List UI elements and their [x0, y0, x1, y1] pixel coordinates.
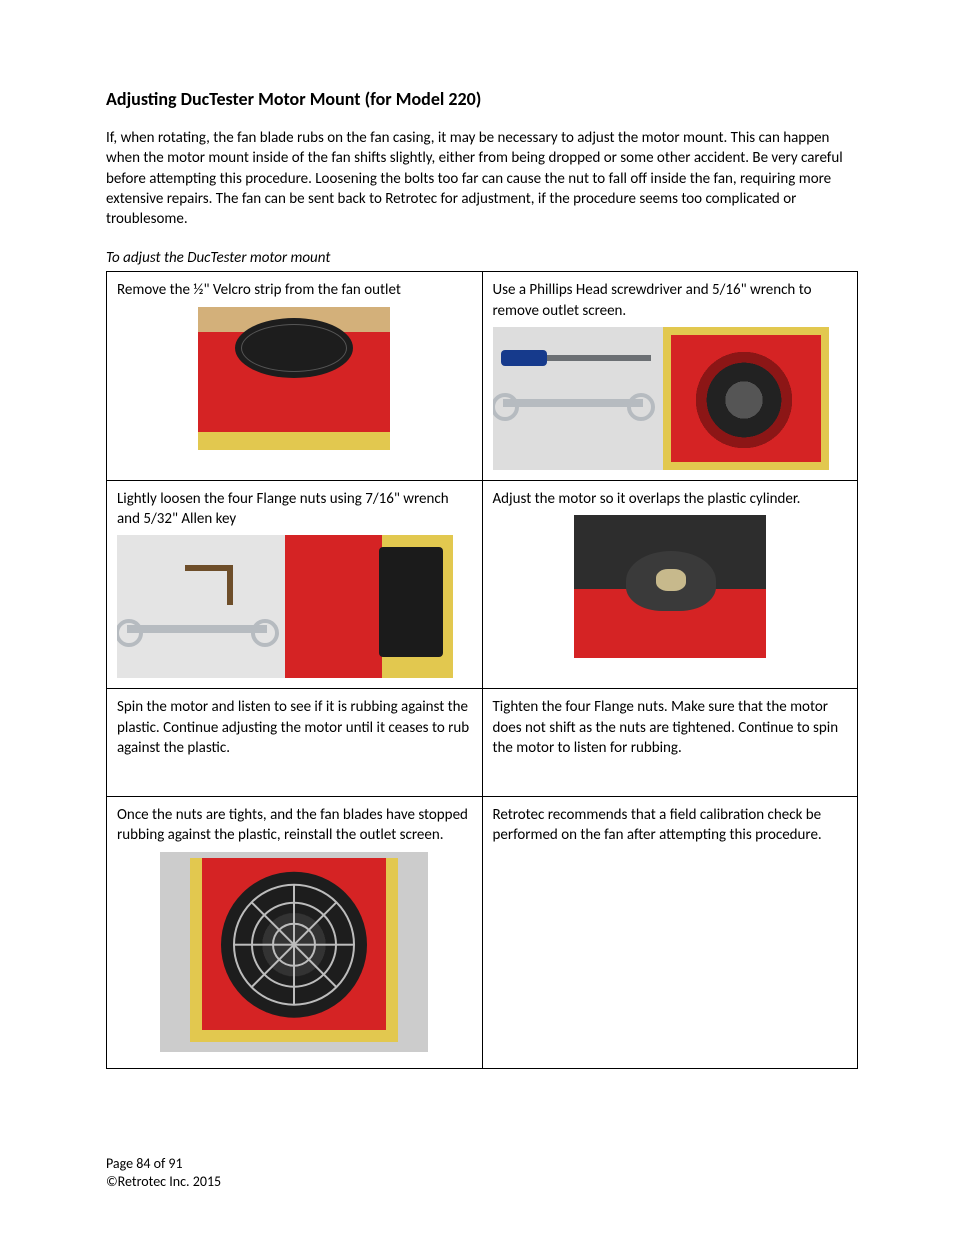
step-cell: Use a Phillips Head screwdriver and 5/16…	[482, 272, 858, 481]
instruction-table: Remove the ½" Velcro strip from the fan …	[106, 271, 858, 1069]
intro-paragraph: If, when rotating, the fan blade rubs on…	[106, 128, 858, 229]
step-cell: Lightly loosen the four Flange nuts usin…	[107, 480, 483, 689]
step-cell: Remove the ½" Velcro strip from the fan …	[107, 272, 483, 481]
step-image	[117, 535, 472, 678]
step-text: Lightly loosen the four Flange nuts usin…	[117, 489, 472, 530]
copyright: ©Retrotec Inc. 2015	[106, 1173, 221, 1191]
reinstalled-screen-image	[160, 852, 428, 1052]
step-text: Use a Phillips Head screwdriver and 5/16…	[493, 280, 848, 321]
step-cell: Retrotec recommends that a field calibra…	[482, 797, 858, 1069]
step-image	[117, 852, 472, 1058]
table-row: Lightly loosen the four Flange nuts usin…	[107, 480, 858, 689]
step-cell: Tighten the four Flange nuts. Make sure …	[482, 689, 858, 797]
wrench-allen-image	[117, 535, 453, 678]
step-text: Once the nuts are tights, and the fan bl…	[117, 805, 472, 846]
step-image	[493, 327, 848, 470]
page-number: Page 84 of 91	[106, 1155, 221, 1173]
step-image	[117, 307, 472, 456]
step-image	[493, 515, 848, 664]
tools-and-fan-image	[493, 327, 829, 470]
step-cell: Adjust the motor so it overlaps the plas…	[482, 480, 858, 689]
page-footer: Page 84 of 91 ©Retrotec Inc. 2015	[106, 1155, 221, 1191]
section-heading: Adjusting DucTester Motor Mount (for Mod…	[106, 88, 858, 110]
table-caption: To adjust the DucTester motor mount	[106, 249, 858, 267]
step-text: Remove the ½" Velcro strip from the fan …	[117, 280, 472, 300]
step-text: Adjust the motor so it overlaps the plas…	[493, 489, 848, 509]
table-row: Once the nuts are tights, and the fan bl…	[107, 797, 858, 1069]
step-cell: Spin the motor and listen to see if it i…	[107, 689, 483, 797]
motor-overlap-image	[574, 515, 766, 658]
fan-outlet-image	[198, 307, 390, 450]
step-text: Tighten the four Flange nuts. Make sure …	[493, 697, 848, 758]
step-text: Retrotec recommends that a field calibra…	[493, 805, 848, 846]
table-row: Remove the ½" Velcro strip from the fan …	[107, 272, 858, 481]
step-cell: Once the nuts are tights, and the fan bl…	[107, 797, 483, 1069]
document-page: Adjusting DucTester Motor Mount (for Mod…	[0, 0, 954, 1235]
table-row: Spin the motor and listen to see if it i…	[107, 689, 858, 797]
step-text: Spin the motor and listen to see if it i…	[117, 697, 472, 758]
